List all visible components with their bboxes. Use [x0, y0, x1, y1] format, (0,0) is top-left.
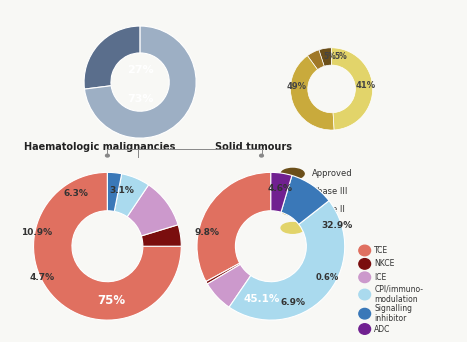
Text: Approved: Approved — [312, 169, 353, 178]
Text: Phase II: Phase II — [312, 205, 345, 214]
Circle shape — [281, 186, 304, 197]
Wedge shape — [206, 263, 241, 284]
Wedge shape — [142, 225, 181, 246]
Text: 73%: 73% — [127, 94, 153, 104]
Text: 32.9%: 32.9% — [321, 221, 352, 230]
Text: 45.1%: 45.1% — [244, 294, 280, 304]
Wedge shape — [107, 172, 122, 211]
Text: Haematologic malignancies: Haematologic malignancies — [24, 142, 176, 152]
Circle shape — [359, 259, 371, 269]
Circle shape — [281, 223, 304, 233]
Text: 0.6%: 0.6% — [315, 273, 339, 282]
Wedge shape — [85, 26, 196, 138]
Text: CPI/immuno-
modulation: CPI/immuno- modulation — [374, 285, 423, 304]
Circle shape — [359, 272, 371, 282]
Wedge shape — [290, 56, 334, 130]
Text: Signalling
inhibitor: Signalling inhibitor — [374, 304, 412, 324]
Text: 3.1%: 3.1% — [110, 185, 134, 195]
Text: 41%: 41% — [355, 81, 375, 90]
Circle shape — [281, 168, 304, 179]
Text: 5%: 5% — [334, 52, 347, 61]
Text: 4.6%: 4.6% — [267, 184, 292, 193]
Circle shape — [359, 308, 371, 319]
Wedge shape — [281, 175, 329, 224]
Wedge shape — [114, 174, 149, 217]
Text: 6.3%: 6.3% — [64, 189, 89, 198]
Wedge shape — [84, 26, 140, 89]
Text: 75%: 75% — [97, 294, 125, 307]
Wedge shape — [207, 264, 251, 307]
Wedge shape — [127, 185, 178, 236]
Text: 49%: 49% — [286, 82, 306, 91]
Text: ADC: ADC — [374, 325, 391, 333]
Text: 27%: 27% — [127, 65, 154, 75]
Text: TCE: TCE — [374, 246, 389, 255]
Wedge shape — [271, 172, 292, 212]
Wedge shape — [197, 172, 271, 281]
Text: 10.9%: 10.9% — [21, 228, 52, 237]
Text: Solid tumours: Solid tumours — [215, 142, 292, 152]
Text: 5%: 5% — [323, 52, 336, 61]
Circle shape — [359, 245, 371, 256]
Text: 9.8%: 9.8% — [194, 228, 219, 237]
Wedge shape — [319, 48, 332, 66]
Text: ICE: ICE — [374, 273, 387, 282]
Text: 6.9%: 6.9% — [281, 298, 305, 307]
Wedge shape — [332, 48, 373, 130]
Circle shape — [359, 324, 371, 334]
Text: 4.7%: 4.7% — [29, 273, 54, 282]
Text: Phase I: Phase I — [312, 223, 342, 233]
Circle shape — [359, 289, 371, 300]
Text: NKCE: NKCE — [374, 259, 395, 268]
Wedge shape — [34, 172, 181, 320]
Wedge shape — [307, 50, 324, 70]
Circle shape — [281, 205, 304, 215]
Text: Phase III: Phase III — [312, 187, 347, 196]
Wedge shape — [229, 201, 345, 320]
